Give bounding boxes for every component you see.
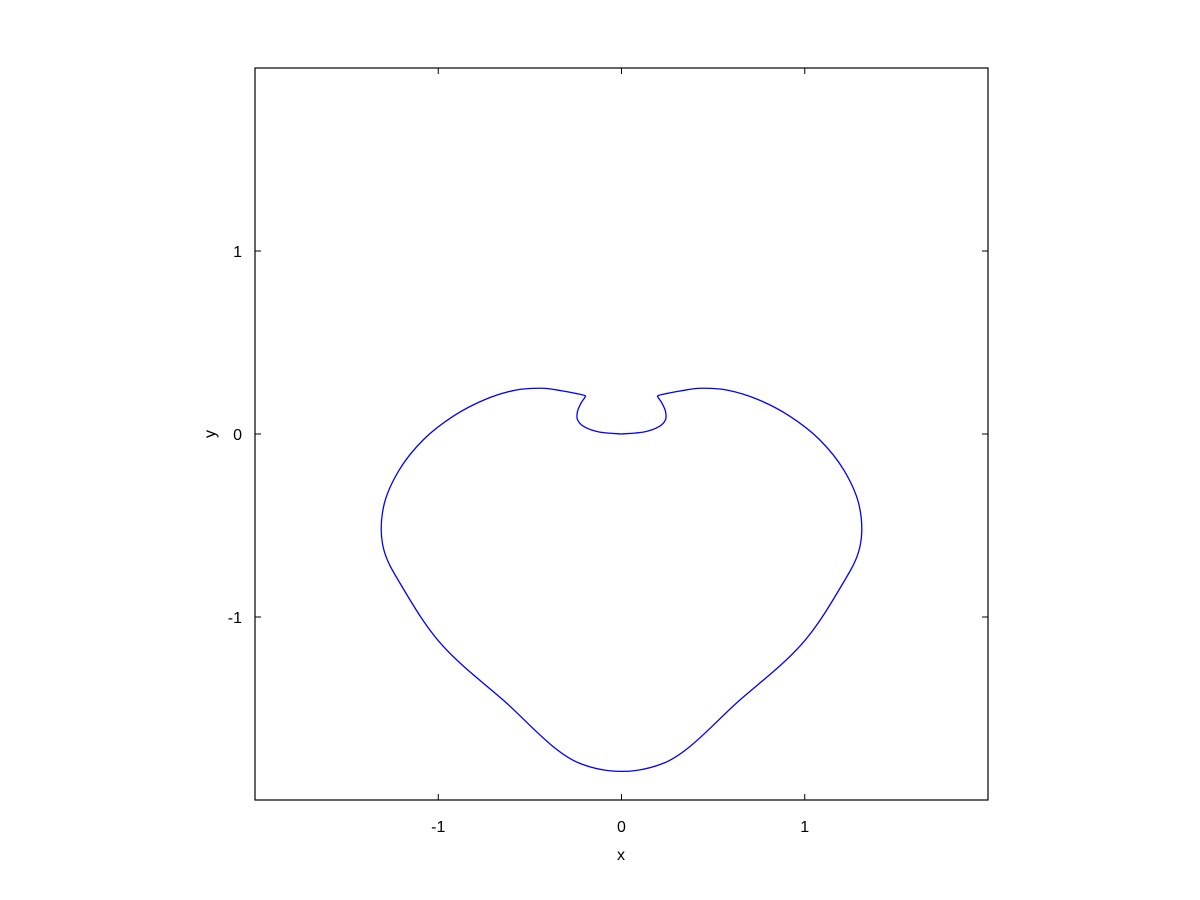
y-tick-label: 0 [233,427,242,444]
x-tick-labels: -1 0 1 [431,819,809,836]
y-tick-labels: -1 0 1 [228,244,242,627]
x-tick-label: 1 [800,819,809,836]
series-group [380,387,863,773]
x-tick-label: 0 [617,819,626,836]
y-axis-label: y [202,430,219,438]
y-tick-label: 1 [233,244,242,261]
x-tick-label: -1 [431,819,445,836]
axes [254,67,989,801]
series-line-0 [380,387,863,773]
y-tick-label: -1 [228,610,242,627]
x-axis-label: x [617,847,625,864]
